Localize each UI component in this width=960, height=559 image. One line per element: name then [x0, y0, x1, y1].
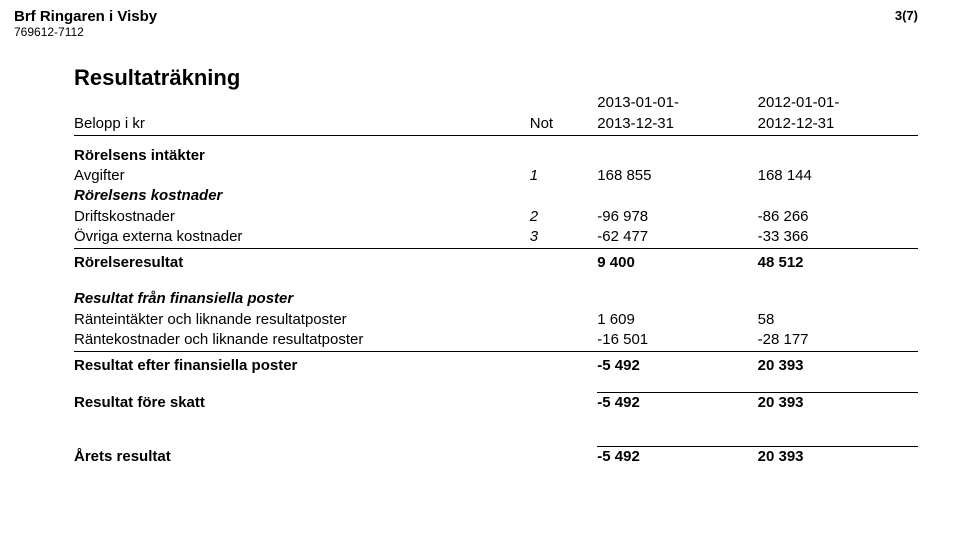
row-cy: -5 492 — [597, 356, 757, 376]
page-header: Brf Ringaren i Visby 769612-7112 3(7) — [14, 8, 918, 39]
row-label: Rörelseresultat — [74, 253, 530, 273]
section-heading-costs: Rörelsens kostnader — [74, 186, 918, 206]
row-py: 20 393 — [758, 393, 918, 413]
row-other-external: Övriga externa kostnader 3 -62 477 -33 3… — [74, 227, 918, 247]
row-after-financial: Resultat efter finansiella poster -5 492… — [74, 356, 918, 376]
row-interest-income: Ränteintäkter och liknande resultatposte… — [74, 310, 918, 330]
heading-label: Resultat från finansiella poster — [74, 289, 530, 309]
row-label: Räntekostnader och liknande resultatpost… — [74, 330, 530, 350]
company-block: Brf Ringaren i Visby 769612-7112 — [14, 8, 157, 39]
income-statement: Resultaträkning Belopp i kr Not 2013-01-… — [74, 65, 918, 467]
row-cy: -5 492 — [597, 447, 757, 467]
row-label: Ränteintäkter och liknande resultatposte… — [74, 310, 530, 330]
section-heading-financial: Resultat från finansiella poster — [74, 289, 918, 309]
heading-label: Rörelsens intäkter — [74, 146, 530, 166]
report-title: Resultaträkning — [74, 65, 918, 91]
row-label: Resultat före skatt — [74, 393, 530, 413]
row-before-tax: Resultat före skatt -5 492 20 393 — [74, 393, 918, 413]
row-cy: -62 477 — [597, 227, 757, 247]
header-note: Not — [530, 93, 598, 134]
row-cy: -16 501 — [597, 330, 757, 350]
row-label: Årets resultat — [74, 447, 530, 467]
row-net-result: Årets resultat -5 492 20 393 — [74, 447, 918, 467]
row-label: Avgifter — [74, 166, 530, 186]
header-py-line1: 2012-01-01- — [758, 94, 840, 111]
row-cy: -5 492 — [597, 393, 757, 413]
row-note: 2 — [530, 207, 598, 227]
income-statement-table: Belopp i kr Not 2013-01-01- 2013-12-31 2… — [74, 93, 918, 467]
row-label: Resultat efter finansiella poster — [74, 356, 530, 376]
section-heading-income: Rörelsens intäkter — [74, 146, 918, 166]
header-py: 2012-01-01- 2012-12-31 — [758, 93, 918, 134]
document-page: Brf Ringaren i Visby 769612-7112 3(7) Re… — [0, 0, 960, 467]
row-py: 58 — [758, 310, 918, 330]
row-py: -86 266 — [758, 207, 918, 227]
row-cy: 1 609 — [597, 310, 757, 330]
row-fees: Avgifter 1 168 855 168 144 — [74, 166, 918, 186]
company-name: Brf Ringaren i Visby — [14, 8, 157, 25]
row-py: 20 393 — [758, 447, 918, 467]
row-note: 1 — [530, 166, 598, 186]
row-operating-costs: Driftskostnader 2 -96 978 -86 266 — [74, 207, 918, 227]
row-cy: -96 978 — [597, 207, 757, 227]
row-note: 3 — [530, 227, 598, 247]
header-cy-line2: 2013-12-31 — [597, 115, 674, 132]
row-py: -33 366 — [758, 227, 918, 247]
rule — [74, 135, 918, 136]
header-cy-line1: 2013-01-01- — [597, 94, 679, 111]
table-header-row: Belopp i kr Not 2013-01-01- 2013-12-31 2… — [74, 93, 918, 134]
heading-label: Rörelsens kostnader — [74, 186, 530, 206]
row-label: Driftskostnader — [74, 207, 530, 227]
header-label: Belopp i kr — [74, 93, 530, 134]
rule — [74, 351, 918, 352]
organisation-number: 769612-7112 — [14, 25, 157, 39]
row-py: -28 177 — [758, 330, 918, 350]
row-py: 20 393 — [758, 356, 918, 376]
row-label: Övriga externa kostnader — [74, 227, 530, 247]
page-number: 3(7) — [895, 8, 918, 23]
row-interest-cost: Räntekostnader och liknande resultatpost… — [74, 330, 918, 350]
row-py: 48 512 — [758, 253, 918, 273]
row-operating-result: Rörelseresultat 9 400 48 512 — [74, 253, 918, 273]
rule — [74, 248, 918, 249]
row-cy: 168 855 — [597, 166, 757, 186]
row-cy: 9 400 — [597, 253, 757, 273]
row-py: 168 144 — [758, 166, 918, 186]
header-cy: 2013-01-01- 2013-12-31 — [597, 93, 757, 134]
header-py-line2: 2012-12-31 — [758, 115, 835, 132]
